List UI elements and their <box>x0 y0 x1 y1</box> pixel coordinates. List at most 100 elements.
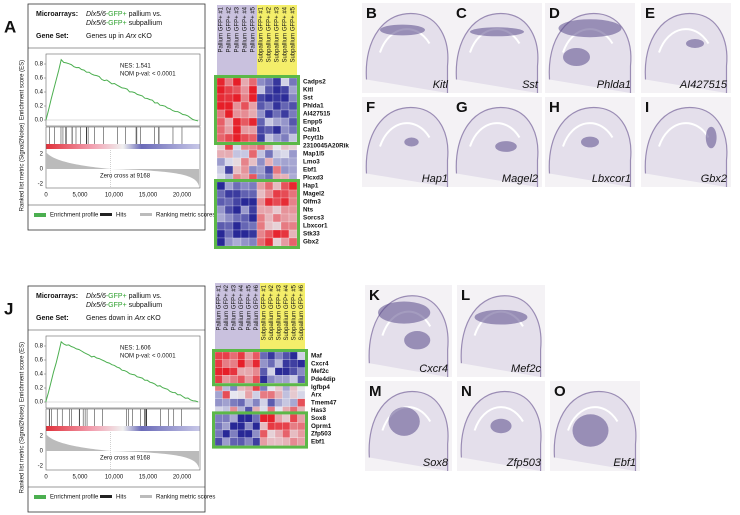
heat-cell <box>289 414 298 423</box>
heat-cell <box>222 359 231 368</box>
heat-cell <box>256 77 266 87</box>
heat-cell <box>224 157 234 167</box>
heat-cell <box>232 165 242 175</box>
stain <box>474 309 528 325</box>
heat-cell <box>237 437 246 446</box>
text-part: Dlx5/6 <box>86 302 106 309</box>
image-gene: Lbxcor1 <box>592 173 631 185</box>
column-header-bg <box>282 283 290 352</box>
heat-cell <box>232 133 242 143</box>
gene-label: Lmo3 <box>303 159 320 166</box>
gsea-frame <box>27 3 206 231</box>
text-part: Dlx5/6 <box>86 11 106 18</box>
x-tick: 10,000 <box>105 193 124 199</box>
text-part: subpallium <box>127 302 163 309</box>
heat-cell <box>214 429 223 438</box>
image-letter: K <box>369 287 380 304</box>
nes: NES: 1.541 <box>120 64 151 70</box>
heat-cell <box>232 125 242 135</box>
heat-cell <box>256 205 266 215</box>
column-label: Pallium GFP+ #5 <box>251 6 257 52</box>
heat-cell <box>259 351 268 360</box>
x-tick: 20,000 <box>173 475 192 481</box>
gene-label: Igfbp4 <box>311 384 330 391</box>
heat-cell <box>288 77 298 87</box>
column-header-bg <box>257 5 265 78</box>
heat-cell <box>252 351 261 360</box>
group-frame <box>212 349 308 387</box>
image-gene: Cxcr4 <box>419 363 448 375</box>
heat-cell <box>288 149 298 159</box>
column-label: Pallium GFP+ #4 <box>243 6 249 52</box>
ventricle <box>567 406 619 431</box>
heat-cell <box>274 422 283 431</box>
column-label: Subpallium GFP+ #3 <box>276 284 282 340</box>
heat-cell <box>216 157 226 167</box>
text-part: Arx <box>125 33 137 40</box>
heat-cell <box>229 359 238 368</box>
heat-cell <box>288 237 298 247</box>
heat-cell <box>216 125 226 135</box>
image-gene: Kitl <box>433 79 449 91</box>
column-label: Subpallium GFP+ #2 <box>267 6 273 62</box>
zero-cross-label: Zero cross at 9168 <box>100 456 151 462</box>
column-label: Subpallium GFP+ #5 <box>291 284 297 340</box>
heat-cell <box>288 197 298 207</box>
heat-cell <box>272 101 282 111</box>
brain-outline <box>644 107 728 187</box>
heat-cell <box>264 101 274 111</box>
image-letter: N <box>461 383 472 400</box>
gene-label: Olfm3 <box>303 199 321 206</box>
heat-cell <box>244 437 253 446</box>
heat-cell <box>232 221 242 231</box>
column-header-bg <box>290 283 298 352</box>
image-gene: Mef2c <box>511 363 541 375</box>
heat-cell <box>282 375 291 384</box>
nes: NES: 1.606 <box>120 346 151 352</box>
axis-label: Ranked list metric (Signal2Noise) <box>20 123 26 212</box>
heat-cell <box>248 101 258 111</box>
column-label: Subpallium GFP+ #6 <box>299 284 305 340</box>
heat-cell <box>216 189 226 199</box>
heat-cell <box>244 390 253 399</box>
heat-cell <box>252 437 261 446</box>
heat-cell <box>282 367 291 376</box>
gene-label: Plcxd3 <box>303 175 324 182</box>
axis-label: Enrichment score (ES) <box>20 60 26 120</box>
column-label: Pallium GFP+ #4 <box>239 284 245 330</box>
zero-cross-label: Zero cross at 9168 <box>100 174 151 180</box>
heat-cell <box>237 367 246 376</box>
gsea-frame <box>27 285 206 513</box>
heat-cell <box>240 157 250 167</box>
enrichment-curve <box>45 340 199 403</box>
gene-label: Stk33 <box>303 231 320 238</box>
heat-cell <box>256 221 266 231</box>
heat-cell <box>248 237 258 247</box>
heat-cell <box>267 398 276 407</box>
heat-cell <box>222 422 231 431</box>
stain <box>686 39 704 48</box>
heat-cell <box>224 197 234 207</box>
heat-cell <box>216 205 226 215</box>
column-header-bg <box>233 5 241 78</box>
es-tick: 0.2 <box>35 386 44 392</box>
heat-cell <box>272 149 282 159</box>
x-tick: 0 <box>44 193 48 199</box>
heat-cell <box>264 237 274 247</box>
heat-cell <box>289 437 298 446</box>
heat-cell <box>256 213 266 223</box>
heat-cell <box>288 101 298 111</box>
heat-cell <box>280 133 290 143</box>
heat-cell <box>264 229 274 239</box>
heat-cell <box>272 109 282 119</box>
x-tick: 0 <box>44 475 48 481</box>
heat-cell <box>232 213 242 223</box>
column-label: Pallium GFP+ #5 <box>246 284 252 330</box>
column-label: Pallium GFP+ #2 <box>224 284 230 330</box>
image-gene: Magel2 <box>502 173 538 185</box>
legend-swatch <box>100 495 112 498</box>
x-tick: 5,000 <box>72 193 88 199</box>
heat-cell <box>282 351 291 360</box>
heat-cell <box>224 237 234 247</box>
heat-cell <box>297 375 306 384</box>
